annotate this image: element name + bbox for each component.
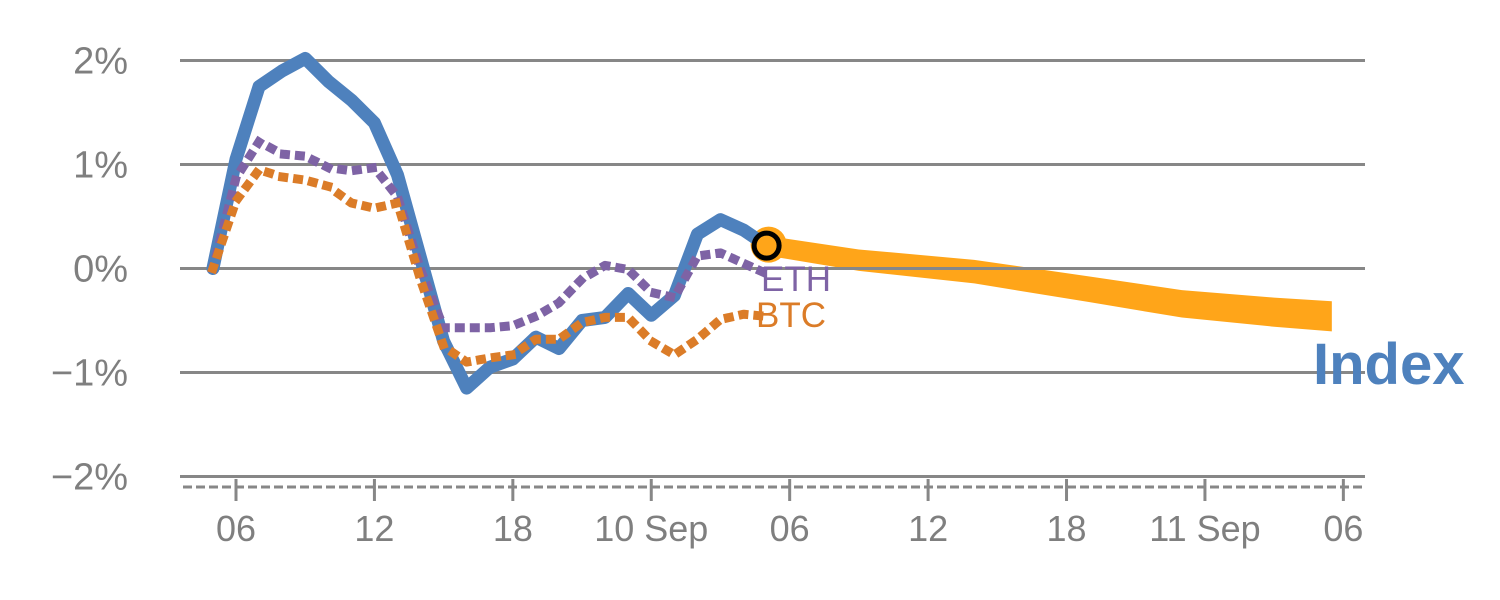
x-axis-label: 06 xyxy=(1323,508,1363,549)
x-axis-label: 18 xyxy=(493,508,533,549)
y-axis-label: −1% xyxy=(51,353,128,395)
series-label-index: Index xyxy=(1313,332,1465,397)
index-line xyxy=(206,51,774,395)
y-axis-label: 0% xyxy=(73,249,128,291)
series-label-btc: BTC xyxy=(756,296,826,335)
x-axis-label: 10 Sep xyxy=(594,508,708,549)
x-axis-label: 06 xyxy=(770,508,810,549)
series-label-eth: ETH xyxy=(761,260,831,299)
y-axis-label: 1% xyxy=(73,145,128,187)
y-axis-label: 2% xyxy=(73,41,128,83)
x-axis-label: 06 xyxy=(216,508,256,549)
x-axis-label: 18 xyxy=(1046,508,1086,549)
eth-line xyxy=(207,137,773,333)
forecast-band xyxy=(766,235,1332,332)
y-axis-label: −2% xyxy=(51,457,128,499)
x-axis-label: 12 xyxy=(354,508,394,549)
x-axis-label: 11 Sep xyxy=(1149,508,1260,549)
forecast-start-marker xyxy=(751,230,782,261)
x-axis-label: 12 xyxy=(908,508,948,549)
